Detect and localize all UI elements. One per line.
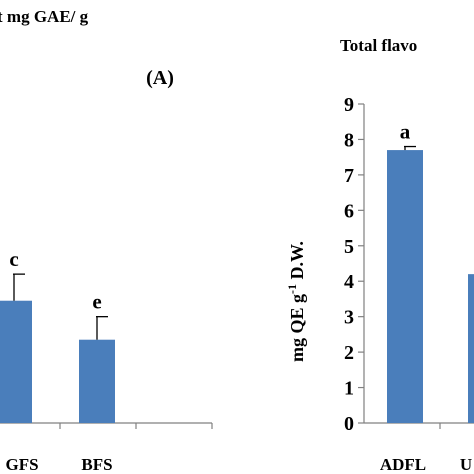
right-y-tick-label: 3 — [344, 307, 354, 329]
right-y-tick-label: 1 — [344, 378, 354, 400]
left-chart-title: t mg GAE/ g — [0, 7, 89, 26]
left-plot-area: GFS BFS c e — [0, 247, 213, 474]
left-bar-gfs — [0, 300, 32, 423]
right-bar-u — [468, 274, 474, 423]
right-y-axis-label: mg QE g-1 D.W. — [285, 241, 307, 362]
left-panel-label: (A) — [146, 67, 174, 89]
right-plot-area: ADFL U 0 1 2 3 4 5 6 7 8 9 a — [344, 94, 474, 474]
right-y-tick-label: 8 — [344, 129, 354, 151]
right-y-tick-label: 6 — [344, 200, 354, 222]
left-category-label-gfs: GFS — [5, 455, 38, 474]
right-category-label-u: U — [460, 455, 472, 474]
right-y-tick-label: 4 — [344, 271, 354, 293]
right-y-tick-label: 2 — [344, 342, 354, 364]
left-bar-bfs — [79, 339, 115, 423]
right-y-tick-label: 7 — [344, 165, 354, 187]
right-chart-title: Total flavo — [340, 36, 417, 55]
right-bar-adfl — [387, 150, 423, 424]
right-y-tick-label: 9 — [344, 94, 354, 116]
left-significance-letter: e — [92, 290, 101, 314]
right-y-tick-label: 0 — [344, 413, 354, 435]
left-significance-letter: c — [9, 247, 18, 271]
right-y-tick-label: 5 — [344, 236, 354, 258]
right-significance-letter: a — [400, 120, 411, 144]
left-category-label-bfs: BFS — [81, 455, 112, 474]
right-category-label-adfl: ADFL — [380, 455, 426, 474]
